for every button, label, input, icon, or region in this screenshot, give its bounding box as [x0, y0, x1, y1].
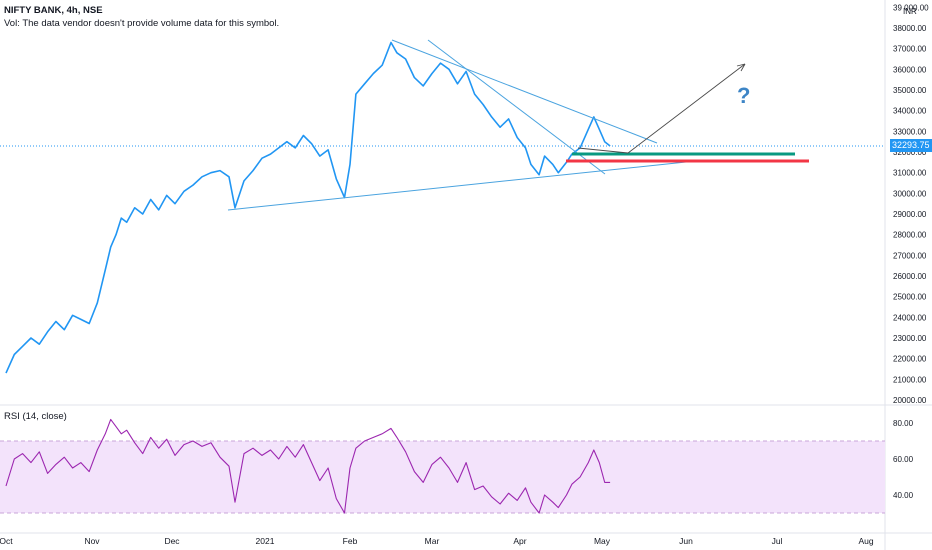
projection-path — [577, 63, 746, 154]
price-tick-label: 36000.00 — [893, 65, 927, 74]
price-tick-label: 21000.00 — [893, 375, 927, 384]
rsi-tick-label: 80.00 — [893, 419, 914, 428]
rsi-band — [0, 441, 885, 513]
price-tick-label: 24000.00 — [893, 313, 927, 322]
time-tick-label: Dec — [164, 536, 180, 546]
price-tick-label: 37000.00 — [893, 45, 927, 54]
price-tick-label: 32000.00 — [893, 148, 927, 157]
time-tick-label: Oct — [0, 536, 13, 546]
rsi-tick-label: 60.00 — [893, 455, 914, 464]
price-tick-label: 28000.00 — [893, 231, 927, 240]
price-tick-label: 30000.00 — [893, 189, 927, 198]
falling-trendline — [391, 39, 658, 144]
price-tick-label: 22000.00 — [893, 355, 927, 364]
price-tick-label: 35000.00 — [893, 86, 927, 95]
price-tick-label: 26000.00 — [893, 272, 927, 281]
time-tick-label: Aug — [858, 536, 873, 546]
projection-arrowhead — [736, 63, 746, 72]
price-tick-label: 31000.00 — [893, 169, 927, 178]
price-tick-label: 20000.00 — [893, 396, 927, 405]
rsi-legend[interactable]: RSI (14, close) — [4, 411, 67, 422]
time-tick-label: Mar — [425, 536, 440, 546]
price-tick-label: 33000.00 — [893, 127, 927, 136]
time-tick-label: 2021 — [256, 536, 275, 546]
price-tick-label: 39 000.00 — [893, 3, 929, 12]
question-mark-annotation: ? — [737, 83, 750, 108]
price-tick-label: 29000.00 — [893, 210, 927, 219]
rsi-tick-label: 40.00 — [893, 491, 914, 500]
time-tick-label: Apr — [513, 536, 526, 546]
price-tick-label: 25000.00 — [893, 293, 927, 302]
volume-note: Vol: The data vendor doesn't provide vol… — [4, 18, 280, 29]
time-tick-label: Jul — [772, 536, 783, 546]
price-tick-label: 23000.00 — [893, 334, 927, 343]
price-tick-label: 38000.00 — [893, 24, 927, 33]
symbol-legend[interactable]: NIFTY BANK, 4h, NSE — [4, 5, 103, 16]
steep-trendline — [427, 39, 606, 175]
currency-label: INR — [903, 7, 917, 16]
time-tick-label: May — [594, 536, 611, 546]
price-series-line — [5, 41, 611, 374]
time-tick-label: Jun — [679, 536, 693, 546]
rising-trendline — [227, 159, 706, 211]
rsi-series-line — [5, 418, 611, 514]
price-tick-label: 27000.00 — [893, 251, 927, 260]
last-price-tag: 32293.75 — [890, 139, 932, 153]
price-tick-label: 34000.00 — [893, 107, 927, 116]
time-tick-label: Feb — [343, 536, 358, 546]
time-tick-label: Nov — [84, 536, 100, 546]
